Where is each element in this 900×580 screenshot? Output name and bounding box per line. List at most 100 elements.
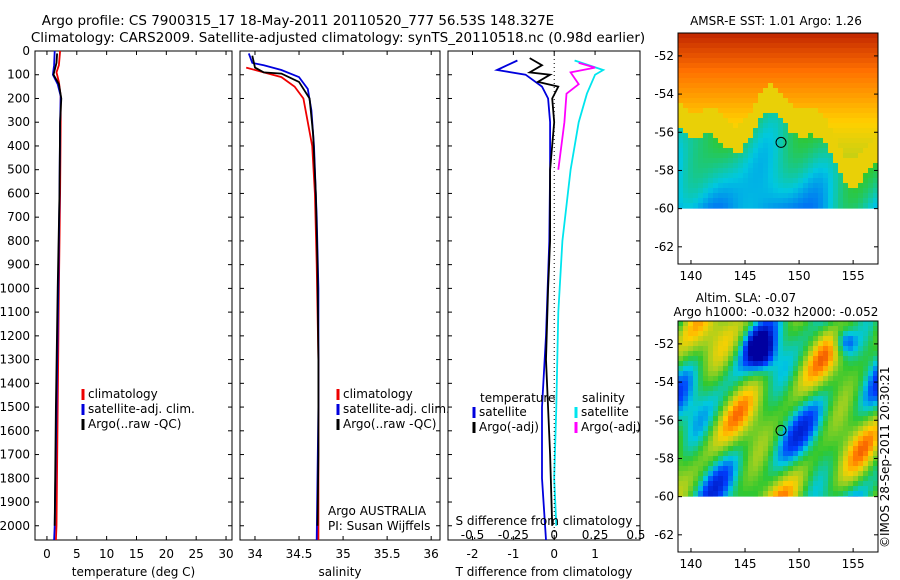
heatmap-cell — [678, 446, 683, 451]
heatmap-cell — [738, 436, 743, 441]
heatmap-cell — [768, 406, 773, 411]
heatmap-cell — [718, 406, 723, 411]
heatmap-cell — [838, 103, 843, 108]
heatmap-cell — [868, 491, 873, 496]
heatmap-cell — [758, 158, 763, 163]
heatmap-cell — [753, 396, 758, 401]
heatmap-cell — [778, 416, 783, 421]
heatmap-cell — [808, 331, 813, 336]
heatmap-cell — [868, 426, 873, 431]
heatmap-cell — [688, 381, 693, 386]
heatmap-cell — [778, 381, 783, 386]
heatmap-cell — [863, 93, 868, 98]
heatmap-cell — [828, 471, 833, 476]
heatmap-cell — [713, 466, 718, 471]
heatmap-cell — [713, 98, 718, 103]
heatmap-cell — [783, 38, 788, 43]
heatmap-cell — [778, 43, 783, 48]
heatmap-cell — [818, 376, 823, 381]
heatmap-cell — [833, 208, 838, 209]
heatmap-cell — [828, 43, 833, 48]
heatmap-cell — [828, 416, 833, 421]
heatmap-cell — [853, 113, 858, 118]
heatmap-cell — [763, 336, 768, 341]
heatmap-cell — [828, 138, 833, 143]
heatmap-cell — [693, 471, 698, 476]
heatmap-cell — [853, 386, 858, 391]
heatmap-cell — [838, 33, 843, 38]
heatmap-cell — [843, 486, 848, 491]
heatmap-cell — [688, 208, 693, 209]
heatmap-cell — [758, 326, 763, 331]
heatmap-cell — [708, 73, 713, 78]
heatmap-cell — [773, 461, 778, 466]
heatmap-cell — [803, 178, 808, 183]
heatmap-cell — [713, 351, 718, 356]
heatmap-cell — [783, 133, 788, 138]
heatmap-cell — [753, 83, 758, 88]
heatmap-cell — [723, 58, 728, 63]
heatmap-cell — [873, 466, 878, 471]
heatmap-cell — [813, 431, 818, 436]
heatmap-cell — [803, 168, 808, 173]
heatmap-cell — [798, 331, 803, 336]
heatmap-cell — [848, 108, 853, 113]
heatmap-cell — [748, 356, 753, 361]
heatmap-cell — [723, 128, 728, 133]
heatmap-cell — [743, 371, 748, 376]
heatmap-cell — [838, 158, 843, 163]
heatmap-cell — [823, 33, 828, 38]
heatmap-cell — [863, 68, 868, 73]
heatmap-cell — [823, 376, 828, 381]
heatmap-cell — [828, 93, 833, 98]
heatmap-cell — [688, 401, 693, 406]
heatmap-cell — [743, 68, 748, 73]
heatmap-cell — [743, 43, 748, 48]
heatmap-cell — [688, 486, 693, 491]
sla-map-panel: Altim. SLA: -0.07 Argo h1000: -0.032 h20… — [654, 291, 879, 571]
heatmap-cell — [863, 496, 868, 497]
heatmap-cell — [768, 53, 773, 58]
heatmap-cell — [863, 188, 868, 193]
heatmap-cell — [718, 68, 723, 73]
heatmap-cell — [753, 183, 758, 188]
heatmap-cell — [808, 143, 813, 148]
y-tick-label: 1900 — [0, 495, 30, 509]
heatmap-cell — [828, 103, 833, 108]
heatmap-cell — [753, 58, 758, 63]
heatmap-cell — [828, 391, 833, 396]
heatmap-cell — [693, 401, 698, 406]
heatmap-cell — [678, 366, 683, 371]
heatmap-cell — [733, 138, 738, 143]
heatmap-cell — [783, 98, 788, 103]
heatmap-cell — [773, 386, 778, 391]
heatmap-cell — [833, 43, 838, 48]
heatmap-cell — [688, 406, 693, 411]
heatmap-cell — [768, 118, 773, 123]
heatmap-cell — [753, 451, 758, 456]
heatmap-cell — [743, 193, 748, 198]
heatmap-cell — [848, 53, 853, 58]
heatmap-cell — [798, 113, 803, 118]
heatmap-cell — [808, 381, 813, 386]
heatmap-cell — [718, 208, 723, 209]
heatmap-cell — [688, 331, 693, 336]
heatmap-cell — [708, 371, 713, 376]
heatmap-cell — [733, 43, 738, 48]
heatmap-cell — [858, 173, 863, 178]
heatmap-cell — [803, 203, 808, 208]
sst-map-title: AMSR-E SST: 1.01 Argo: 1.26 — [690, 14, 862, 28]
heatmap-cell — [868, 188, 873, 193]
heatmap-cell — [718, 391, 723, 396]
heatmap-cell — [713, 68, 718, 73]
heatmap-cell — [763, 441, 768, 446]
heatmap-cell — [803, 83, 808, 88]
heatmap-cell — [763, 158, 768, 163]
heatmap-cell — [708, 356, 713, 361]
heatmap-cell — [778, 336, 783, 341]
heatmap-cell — [823, 491, 828, 496]
heatmap-cell — [783, 113, 788, 118]
heatmap-cell — [768, 411, 773, 416]
heatmap-cell — [733, 193, 738, 198]
heatmap-cell — [683, 113, 688, 118]
